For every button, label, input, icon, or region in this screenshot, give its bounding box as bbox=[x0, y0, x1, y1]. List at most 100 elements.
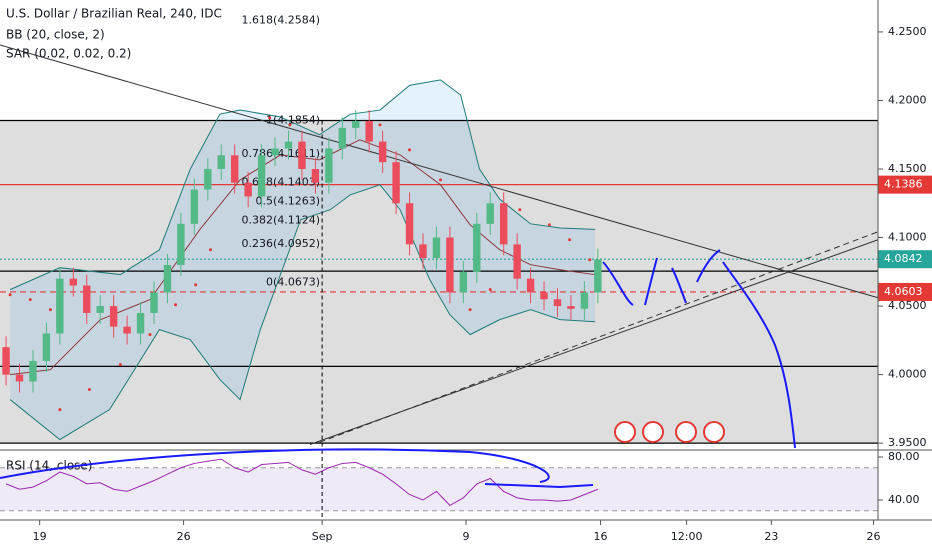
trendline bbox=[0, 44, 879, 299]
freehand-line bbox=[644, 257, 658, 306]
candle-body bbox=[190, 189, 199, 224]
x-tick-label: 12:00 bbox=[671, 530, 703, 543]
candle-body bbox=[392, 162, 400, 204]
sar-dot bbox=[194, 283, 198, 287]
price-label-bg bbox=[878, 250, 932, 269]
sar-dot bbox=[468, 308, 472, 312]
rsi-title: RSI (14, close) bbox=[6, 459, 92, 473]
sar-dot bbox=[28, 298, 32, 302]
candle-body bbox=[2, 347, 10, 375]
freehand-line bbox=[0, 448, 550, 483]
range-box bbox=[0, 120, 878, 444]
candle-body bbox=[217, 155, 225, 170]
candle-body bbox=[432, 237, 441, 259]
y-tick-label: 4.2000 bbox=[888, 93, 927, 106]
candle-body bbox=[325, 148, 333, 183]
sar-dot bbox=[378, 123, 382, 127]
sar-dot bbox=[547, 223, 551, 227]
rsi-line bbox=[5, 458, 599, 507]
candle-body bbox=[499, 203, 508, 245]
sar-dot bbox=[288, 123, 292, 127]
indicator-label: BB (20, close, 2) bbox=[6, 28, 105, 42]
rsi-band bbox=[0, 467, 878, 511]
sar-dot bbox=[148, 333, 152, 337]
candle-body bbox=[29, 360, 37, 382]
candle-body bbox=[419, 244, 427, 259]
candle-body bbox=[56, 278, 64, 334]
bb-line bbox=[9, 79, 596, 291]
sar-dot bbox=[174, 303, 178, 307]
event-flag bbox=[703, 421, 725, 443]
sar-dot bbox=[8, 293, 12, 297]
candle-body bbox=[338, 127, 346, 149]
freehand-line bbox=[484, 483, 594, 489]
x-tick-label: 26 bbox=[177, 530, 191, 543]
event-flag bbox=[675, 421, 697, 443]
candle-body bbox=[15, 374, 24, 382]
y-tick-label: 4.2500 bbox=[888, 25, 927, 38]
sar-dot bbox=[58, 408, 62, 412]
candle-body bbox=[553, 299, 562, 307]
candle-body bbox=[96, 306, 104, 313]
fib-label: 0.5(4.1263) bbox=[256, 194, 321, 207]
candle-body bbox=[136, 312, 145, 334]
x-tick-label: 26 bbox=[867, 530, 881, 543]
price-label: 4.0842 bbox=[884, 252, 923, 265]
fib-label: 0.786(4.1611) bbox=[242, 147, 321, 160]
freehand-line bbox=[722, 261, 796, 449]
rsi-tick-label: 80.00 bbox=[888, 450, 920, 463]
candle-body bbox=[405, 203, 414, 245]
sar-dot bbox=[87, 388, 91, 392]
candle-body bbox=[230, 155, 239, 183]
fib-label: 0.382(4.1124) bbox=[242, 214, 321, 227]
candle-body bbox=[69, 278, 77, 286]
sar-dot bbox=[438, 178, 442, 182]
price-label: 4.1386 bbox=[884, 178, 923, 191]
price-label-bg bbox=[878, 175, 932, 194]
candle-body bbox=[257, 155, 266, 197]
freehand-line bbox=[696, 249, 721, 283]
candle-body bbox=[567, 306, 575, 309]
sar-dot bbox=[268, 116, 272, 120]
sar-dot bbox=[488, 288, 492, 292]
sar-dot bbox=[48, 308, 52, 312]
candle-body bbox=[150, 292, 158, 313]
candle-body bbox=[163, 264, 172, 293]
fib-label: 0.618(4.1403) bbox=[242, 175, 321, 188]
fib-label: 0(4.0673) bbox=[266, 275, 320, 288]
fib-label: 0.236(4.0952) bbox=[242, 237, 321, 250]
x-tick-label: 23 bbox=[764, 530, 778, 543]
price-label-bg bbox=[878, 282, 932, 301]
freehand-line bbox=[602, 261, 634, 306]
candle-body bbox=[365, 121, 373, 142]
freehand-line bbox=[671, 267, 687, 304]
bb-line bbox=[9, 184, 596, 441]
y-tick-label: 4.1000 bbox=[888, 231, 927, 244]
candle-body bbox=[177, 223, 185, 265]
sar-dot bbox=[408, 148, 412, 152]
candle-body bbox=[580, 292, 589, 309]
candle-body bbox=[446, 237, 454, 293]
candle-body bbox=[513, 244, 521, 279]
price-label: 4.0603 bbox=[884, 285, 923, 298]
sar-dot bbox=[118, 363, 122, 367]
sar-dot bbox=[568, 238, 572, 242]
candle-body bbox=[271, 148, 279, 156]
sar-dot bbox=[588, 258, 592, 262]
rsi-tick-label: 40.00 bbox=[888, 493, 920, 506]
sar-dot bbox=[518, 208, 522, 212]
y-tick-label: 4.0500 bbox=[888, 299, 927, 312]
x-tick-label: 16 bbox=[594, 530, 608, 543]
chart-title: U.S. Dollar / Brazilian Real, 240, IDC bbox=[6, 7, 222, 21]
candle-body bbox=[123, 326, 131, 334]
candle-body bbox=[109, 306, 118, 327]
candle-body bbox=[378, 141, 387, 163]
event-flag bbox=[642, 421, 664, 443]
fib-label: 1.618(4.2584) bbox=[242, 13, 321, 26]
candle-body bbox=[311, 169, 320, 183]
x-tick-label: 19 bbox=[33, 530, 47, 543]
candle-body bbox=[526, 278, 535, 293]
sar-dot bbox=[208, 248, 212, 252]
